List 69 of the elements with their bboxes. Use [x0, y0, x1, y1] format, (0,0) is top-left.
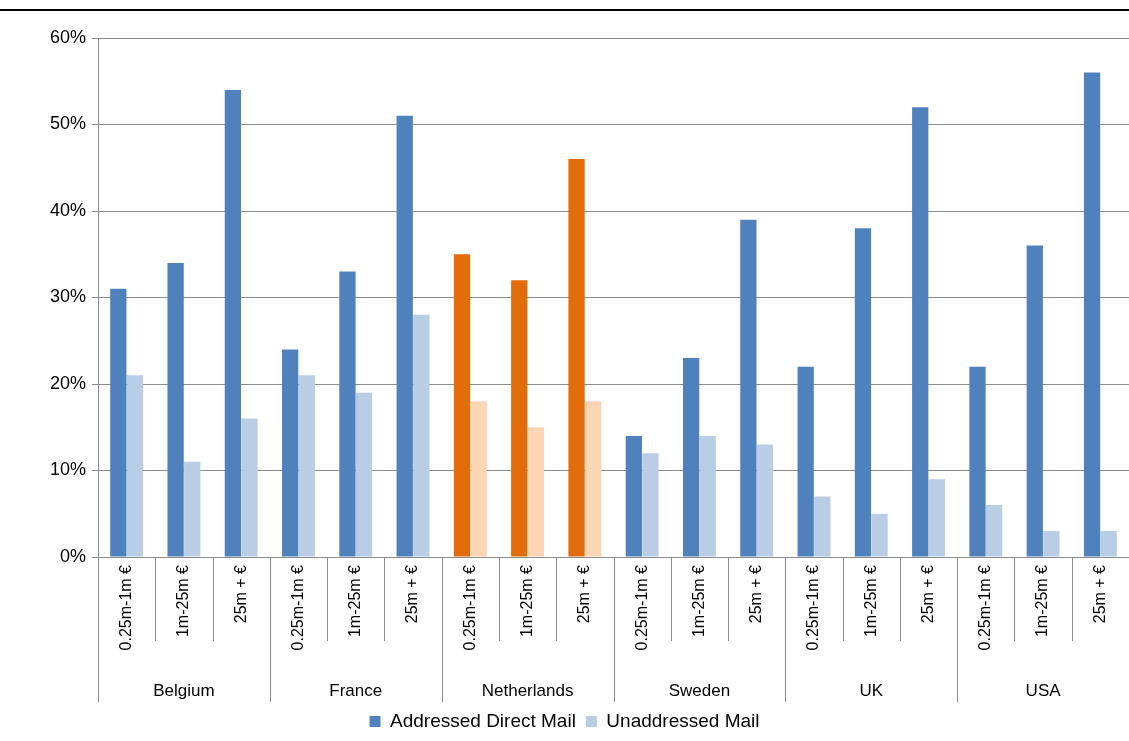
bar: [184, 461, 201, 557]
text: France: [329, 680, 383, 700]
legend-label: Unaddressed Mail: [606, 709, 760, 731]
bar: [1100, 531, 1117, 557]
text: UK: [859, 680, 884, 700]
bar: [167, 262, 184, 557]
x-tick-label: 25m + €: [575, 564, 593, 624]
bar: [854, 228, 872, 557]
x-tick-label: 1m-25m €: [346, 564, 364, 638]
x-tick-label: 1m-25m €: [517, 564, 535, 638]
bar: [470, 401, 487, 557]
x-tick-label: 1m-25m €: [861, 564, 879, 638]
x-tick-label: 1m-25m €: [689, 564, 707, 638]
x-tick-label: 1m-25m €: [174, 564, 192, 638]
text: Sweden: [668, 680, 731, 700]
bar: [699, 435, 716, 557]
bar: [241, 418, 258, 557]
text: USA: [1025, 680, 1062, 700]
y-tick-label: 0%: [59, 545, 86, 566]
x-tick-label: 1m-25m €: [1033, 564, 1051, 638]
bar: [110, 288, 127, 557]
bar: [511, 280, 528, 557]
bar: [912, 107, 929, 557]
bar: [1026, 245, 1043, 557]
bar: [396, 115, 413, 557]
bar: [969, 366, 986, 557]
y-tick-label: 20%: [49, 372, 86, 393]
bar: [527, 427, 545, 557]
x-tick-label: 25m + €: [403, 564, 421, 624]
text: Belgium: [153, 680, 215, 700]
y-tick-label: 40%: [49, 199, 86, 220]
bar: [642, 453, 659, 557]
bar: [568, 159, 585, 557]
bar: [224, 89, 242, 557]
bar: [298, 375, 315, 557]
bar: [355, 392, 373, 557]
bar: [585, 401, 602, 557]
bar: [797, 366, 814, 557]
bar: [1043, 531, 1060, 557]
x-tick-label: 0.25m-1m €: [976, 564, 994, 651]
y-tick-label: 10%: [49, 459, 86, 480]
bar: [453, 254, 471, 557]
x-tick-label: 0.25m-1m €: [117, 564, 135, 651]
x-tick-label: 0.25m-1m €: [804, 564, 822, 651]
bar: [413, 314, 430, 557]
y-tick-label: 30%: [49, 286, 86, 307]
y-tick-label: 60%: [49, 26, 86, 47]
bar: [339, 271, 356, 557]
x-tick-label: 0.25m-1m €: [460, 564, 478, 651]
x-tick-label: 25m + €: [747, 564, 765, 624]
bar: [756, 444, 774, 557]
bar: [682, 358, 700, 557]
bar: [740, 219, 757, 557]
x-tick-label: 25m + €: [1090, 564, 1108, 624]
x-tick-label: 0.25m-1m €: [288, 564, 306, 651]
bar: [1083, 72, 1101, 557]
x-tick-label: 25m + €: [231, 564, 249, 624]
bar: [985, 505, 1003, 557]
bar: [814, 496, 831, 557]
x-tick-label: 25m + €: [918, 564, 936, 624]
bar: [871, 513, 888, 557]
bar: [625, 435, 642, 557]
legend-label: Addressed Direct Mail: [390, 709, 576, 731]
bar: [282, 349, 299, 557]
bar: [126, 375, 144, 557]
bar: [928, 479, 945, 557]
text: Netherlands: [481, 680, 574, 700]
y-tick-label: 50%: [49, 113, 86, 134]
x-tick-label: 0.25m-1m €: [632, 564, 650, 651]
